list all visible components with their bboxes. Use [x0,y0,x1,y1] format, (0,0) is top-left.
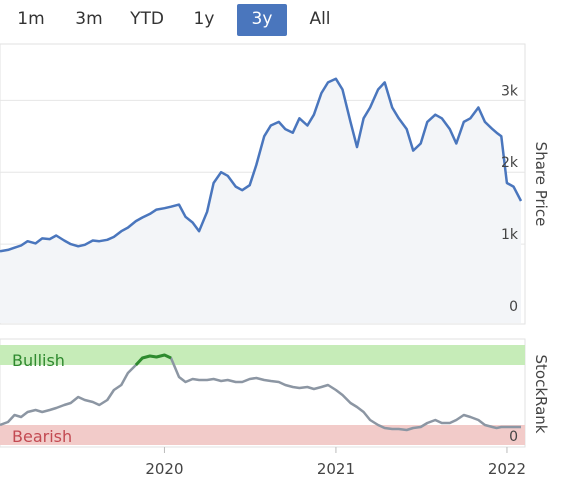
tab-ytd[interactable]: YTD [130,9,164,29]
stockrank-bullish-segments [134,353,172,367]
price-tick-2k: 2k [501,155,519,171]
tab-all[interactable]: All [309,9,331,29]
price-area-fill [0,78,521,323]
x-axis-tick-labels: 2020 2021 2022 [145,447,526,478]
x-tick-2021: 2021 [317,460,355,478]
bullish-label: Bullish [12,351,65,370]
stockrank-series-line [0,353,521,432]
rank-axis-label: StockRank [532,355,550,434]
tab-1m[interactable]: 1m [17,9,45,29]
price-tick-1k: 1k [501,227,519,243]
rank-tick-labels: 0 [509,429,518,445]
x-tick-2022: 2022 [488,460,526,478]
tab-3y[interactable]: 3y [237,4,287,36]
price-tick-labels: 0 1k 2k 3k [501,83,519,315]
range-selector: 1m 3m YTD 1y 3y All [0,0,563,40]
price-axis-label: Share Price [532,142,550,227]
price-tick-0: 0 [509,299,518,315]
x-tick-2020: 2020 [145,460,183,478]
price-series-line [0,77,523,253]
price-tick-3k: 3k [501,83,519,99]
stockrank-bullish-segment [134,353,172,367]
bearish-label: Bearish [12,427,72,446]
rank-tick-0: 0 [509,429,518,445]
stockrank-panel: Bullish Bearish 0 StockRank [0,338,550,448]
bearish-band [0,425,525,445]
share-price-panel: 0 1k 2k 3k Share Price [0,43,550,325]
tab-3m[interactable]: 3m [75,9,103,29]
tab-1y[interactable]: 1y [193,9,215,29]
bullish-band [0,345,525,365]
